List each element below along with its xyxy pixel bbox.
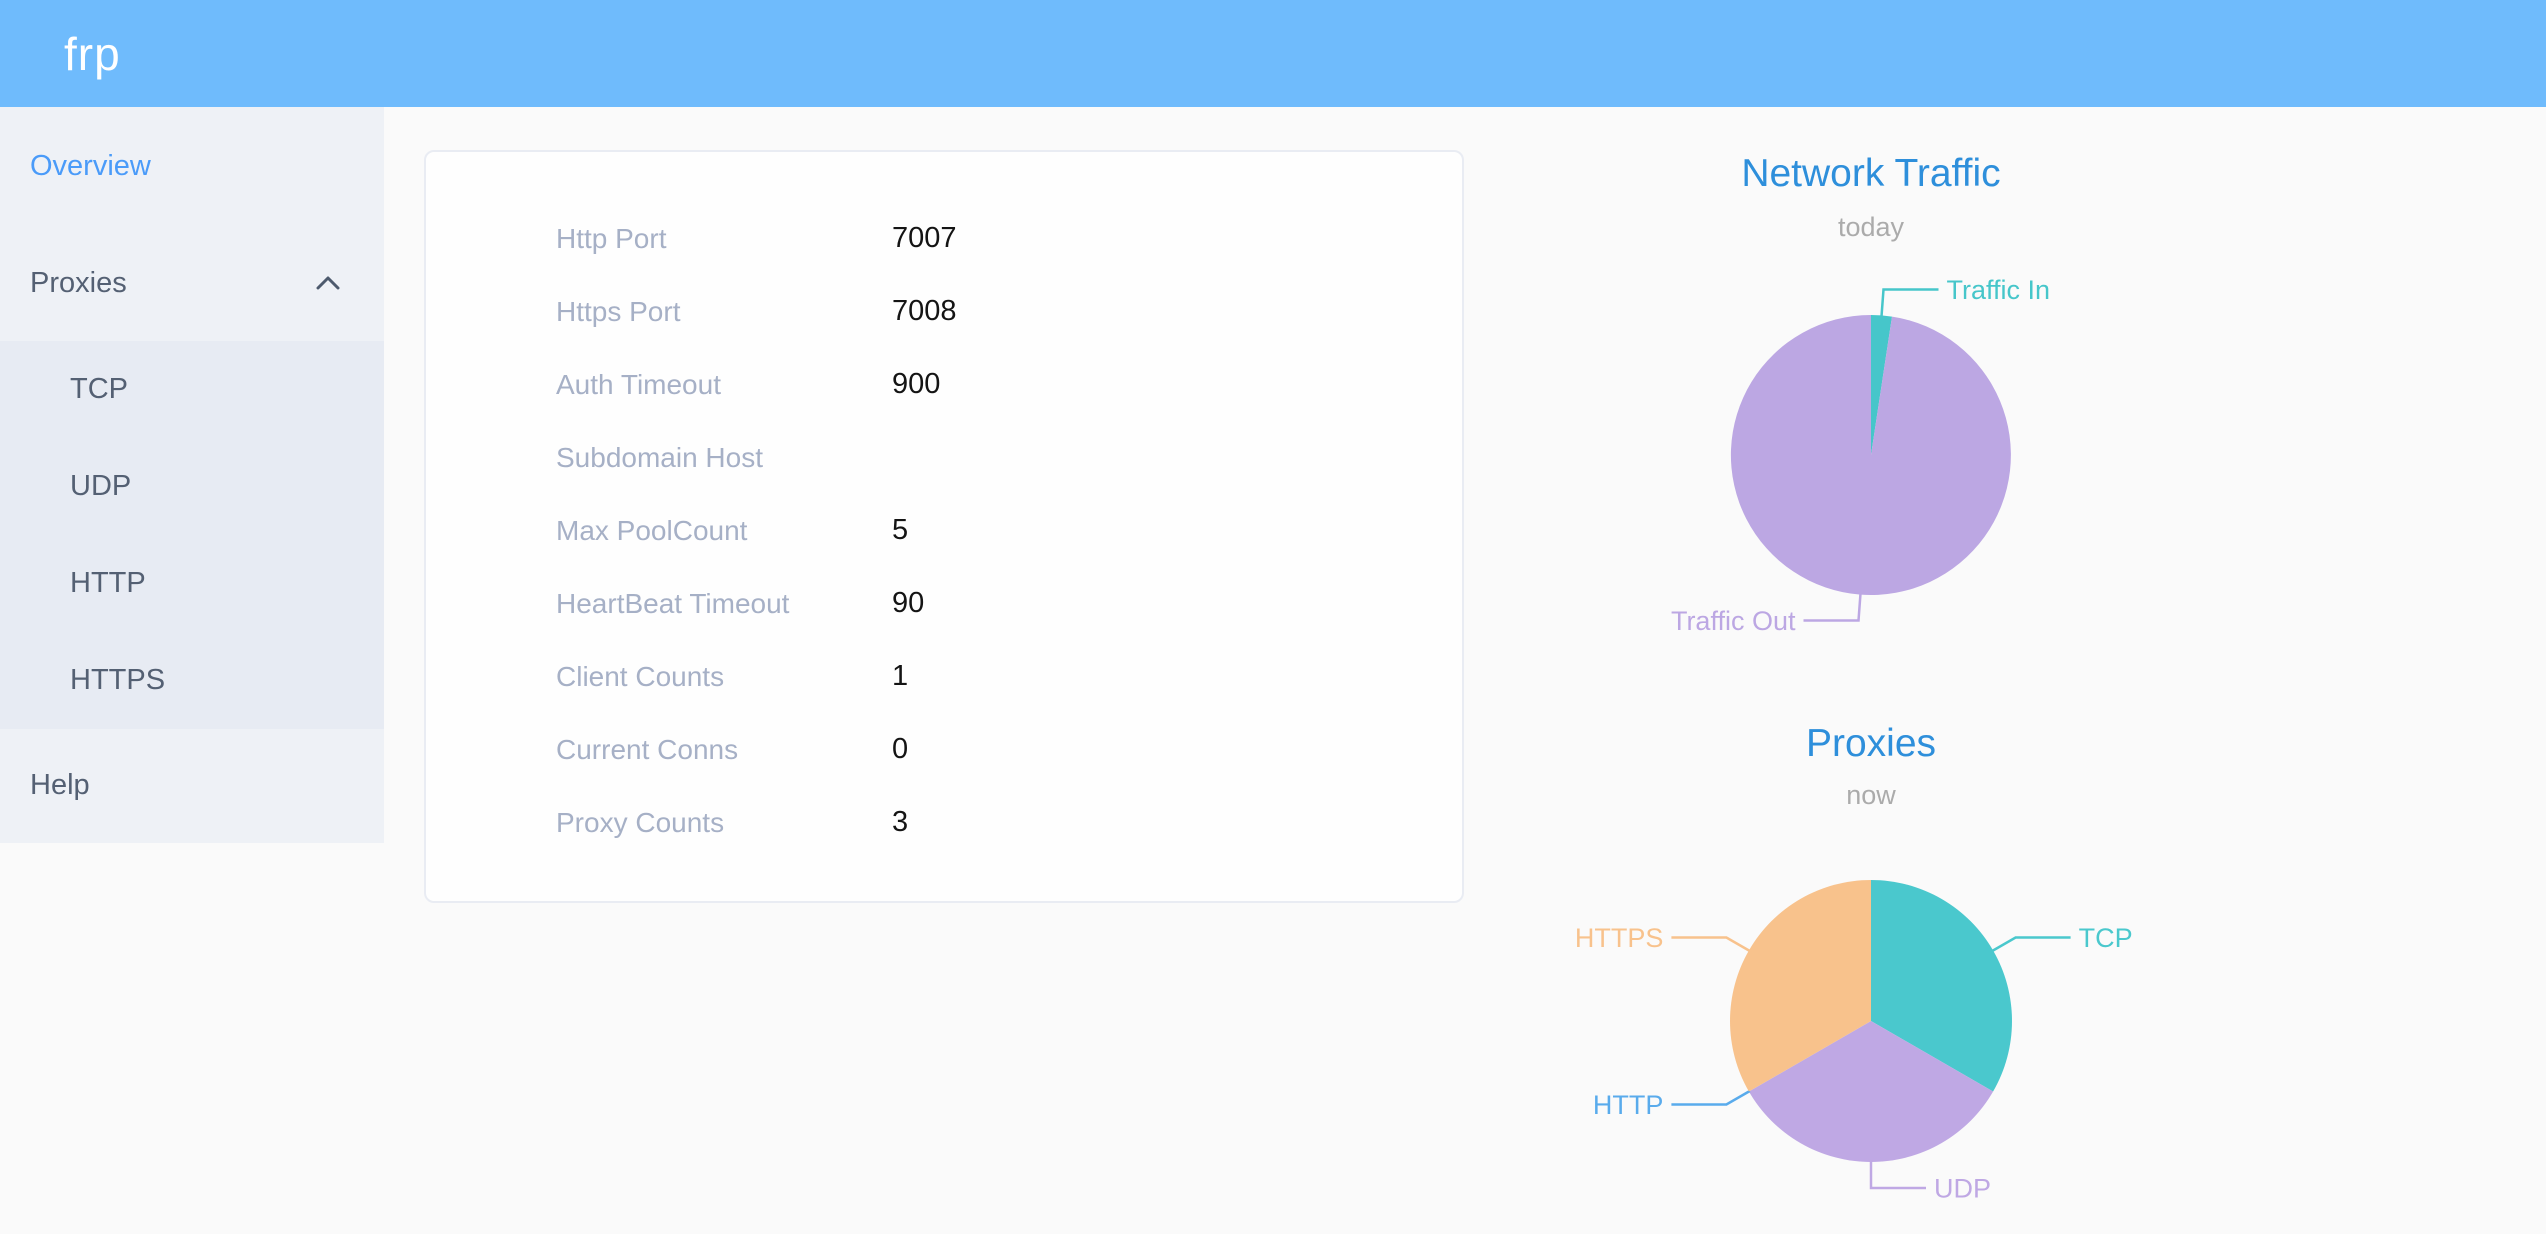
config-label: Subdomain Host: [556, 441, 764, 473]
config-value: 90: [892, 587, 925, 619]
config-value: 1: [892, 660, 909, 692]
config-label: Http Port: [556, 222, 667, 254]
pie-slice-https[interactable]: [1730, 880, 1871, 1092]
sidebar-item-https[interactable]: HTTPS: [0, 632, 384, 729]
app-header: frp: [0, 0, 2546, 107]
network-traffic-chart-subtitle: today: [1837, 212, 1905, 242]
sidebar-item-label: TCP: [70, 373, 128, 405]
config-label: Client Counts: [556, 660, 725, 692]
config-row: Http Port 7007: [426, 202, 1462, 275]
config-row: Auth Timeout 900: [426, 348, 1462, 421]
config-row: HeartBeat Timeout 90: [426, 567, 1462, 640]
config-rows: Http Port 7007 Https Port 7008 Auth Timeout 9…: [426, 202, 1462, 859]
pie-label-line-traffic-out: [1803, 593, 1862, 622]
pie-label-traffic-out: Traffic Out: [1671, 606, 1796, 636]
config-row: Subdomain Host: [426, 421, 1462, 494]
network-traffic-pie-chart[interactable]: Traffic In Traffic Out: [1521, 140, 2221, 700]
pie-label-udp: UDP: [1934, 1173, 1991, 1203]
app-logo: frp: [64, 27, 121, 80]
pie-slice-udp[interactable]: [1748, 1021, 1994, 1162]
config-value: 5: [892, 514, 909, 546]
sidebar-item-label: Help: [30, 768, 90, 801]
config-label: HeartBeat Timeout: [556, 587, 790, 619]
config-value: 0: [892, 733, 909, 765]
sidebar-item-proxies[interactable]: Proxies: [0, 225, 384, 341]
pie-label-line-traffic-in: [1880, 288, 1939, 317]
network-traffic-chart-title: Network Traffic: [1741, 152, 2001, 195]
config-value: 3: [892, 806, 909, 838]
pie-label-https: HTTPS: [1575, 923, 1664, 953]
sidebar-item-help[interactable]: Help: [0, 729, 384, 841]
config-label: Auth Timeout: [556, 368, 721, 400]
sidebar-submenu-proxies: TCP UDP HTTP HTTPS: [0, 341, 384, 729]
pie-slice-traffic-in[interactable]: [1871, 315, 1892, 455]
pie-label-traffic-in: Traffic In: [1947, 275, 2051, 305]
pie-label-http: HTTP: [1593, 1090, 1664, 1120]
config-value: 900: [892, 368, 941, 400]
sidebar-item-http[interactable]: HTTP: [0, 535, 384, 632]
config-label: Max PoolCount: [556, 514, 748, 546]
config-value: 7008: [892, 295, 957, 327]
proxies-pie-chart[interactable]: TCP UDP HTTP HTTPS: [1521, 830, 2221, 1230]
pie-label-line-http: [1671, 1089, 1751, 1106]
proxies-chart-title: Proxies: [1805, 722, 1937, 765]
config-row: Client Counts 1: [426, 640, 1462, 713]
pie-label-line-tcp: [1991, 936, 2071, 953]
config-row: Proxy Counts 3: [426, 786, 1462, 859]
config-value: 7007: [892, 222, 957, 254]
pie-label-line-udp: [1869, 1161, 1926, 1190]
sidebar-item-label: UDP: [70, 470, 132, 502]
sidebar-item-label: Proxies: [30, 266, 127, 299]
sidebar-item-tcp[interactable]: TCP: [0, 341, 384, 438]
sidebar-item-label: HTTPS: [70, 664, 166, 696]
config-label: Https Port: [556, 295, 681, 327]
pie-label-tcp: TCP: [2079, 923, 2133, 953]
config-label: Proxy Counts: [556, 806, 725, 838]
proxies-chart-subtitle: now: [1846, 780, 1896, 810]
server-config-card: Http Port 7007 Https Port 7008 Auth Timeout 9…: [424, 150, 1464, 903]
config-row: Https Port 7008: [426, 275, 1462, 348]
config-row: Current Conns 0: [426, 713, 1462, 786]
config-row: Max PoolCount 5: [426, 494, 1462, 567]
sidebar-item-label: HTTP: [70, 567, 146, 599]
chevron-up-icon[interactable]: [316, 276, 340, 290]
pie-slice-traffic-out[interactable]: [1730, 314, 2011, 595]
pie-label-line-https: [1671, 936, 1751, 953]
sidebar-menu: Overview Proxies TCP UDP HTTP HTTPS Help: [0, 107, 384, 843]
pie-slice-tcp[interactable]: [1871, 880, 2012, 1092]
sidebar-item-overview[interactable]: Overview: [0, 107, 384, 225]
sidebar-item-label: Overview: [30, 149, 151, 182]
sidebar-item-udp[interactable]: UDP: [0, 438, 384, 535]
config-label: Current Conns: [556, 733, 739, 765]
